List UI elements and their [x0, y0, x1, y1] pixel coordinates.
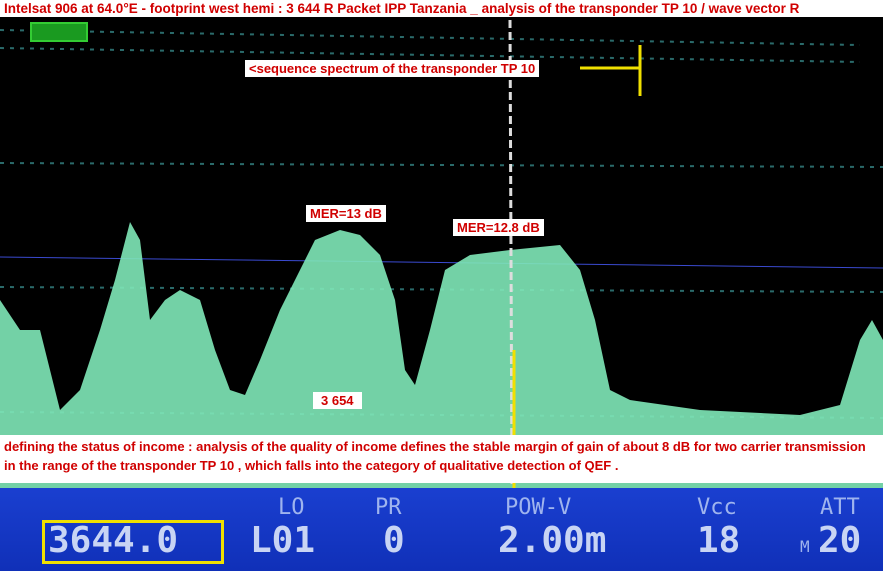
battery-icon [30, 22, 88, 42]
vcc-value: 18 [697, 520, 741, 561]
att-label: ATT [820, 495, 860, 520]
mer-label-2: MER=12.8 dB [453, 219, 544, 236]
grid-line [0, 162, 883, 168]
page-title: Intelsat 906 at 64.0°E - footprint west … [0, 0, 883, 17]
pr-value: 0 [383, 520, 405, 561]
vcc-label: Vcc [697, 495, 737, 520]
status-bar [0, 488, 883, 571]
frequency-highlight [42, 520, 224, 564]
mer-label-1: MER=13 dB [306, 205, 386, 222]
pow-label: POW-V [505, 495, 572, 520]
description-text: defining the status of income : analysis… [0, 435, 883, 483]
sequence-label: <sequence spectrum of the transponder TP… [245, 60, 540, 77]
att-prefix: M [800, 537, 810, 556]
frequency-marker-label: 3 654 [313, 392, 362, 409]
pr-label: PR [375, 495, 402, 520]
pow-value: 2.00m [498, 520, 607, 561]
grid-line [0, 29, 861, 46]
lo-label: LO [278, 495, 305, 520]
frequency-value[interactable]: 3644.0 [48, 520, 179, 561]
att-value: 20 [818, 520, 862, 561]
spectrum-trace [0, 222, 883, 488]
reference-line [0, 256, 883, 269]
lo-value: L01 [250, 520, 316, 561]
grid-line [0, 47, 861, 63]
marker-line [508, 19, 514, 489]
